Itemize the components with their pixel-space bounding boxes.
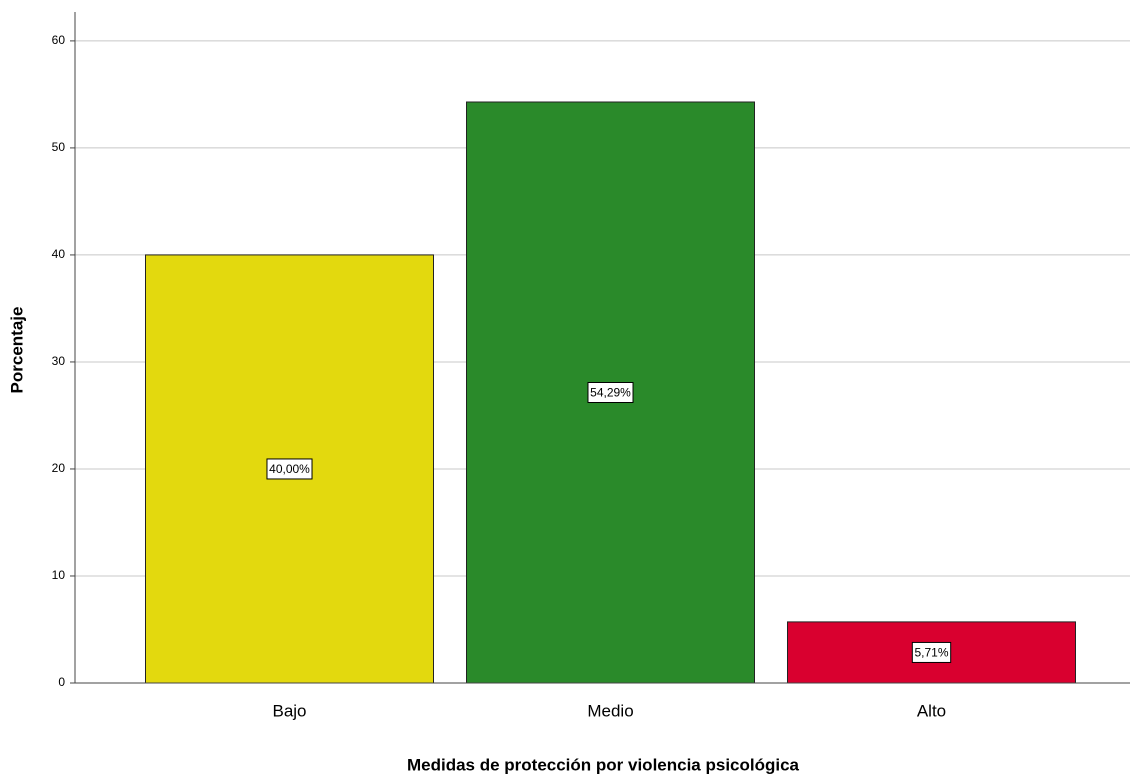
value-label-box [266,458,313,480]
y-tick-label: 0 [58,675,65,689]
value-label: 40,00% [269,462,310,476]
y-tick-label: 50 [52,140,66,154]
y-tick-label: 30 [52,354,66,368]
value-label-box [911,641,952,663]
x-tick-label: Alto [917,701,946,720]
y-axis-title: Porcentaje [7,307,26,394]
value-label: 5,71% [914,646,948,660]
y-tick-label: 60 [52,33,66,47]
value-label: 54,29% [590,386,631,400]
x-axis-title: Medidas de protección por violencia psic… [407,755,800,774]
y-tick-label: 20 [52,461,66,475]
x-tick-label: Bajo [272,701,306,720]
x-tick-label: Medio [587,701,633,720]
y-tick-label: 40 [52,247,66,261]
y-tick-label: 10 [52,568,66,582]
value-label-box [587,382,634,404]
